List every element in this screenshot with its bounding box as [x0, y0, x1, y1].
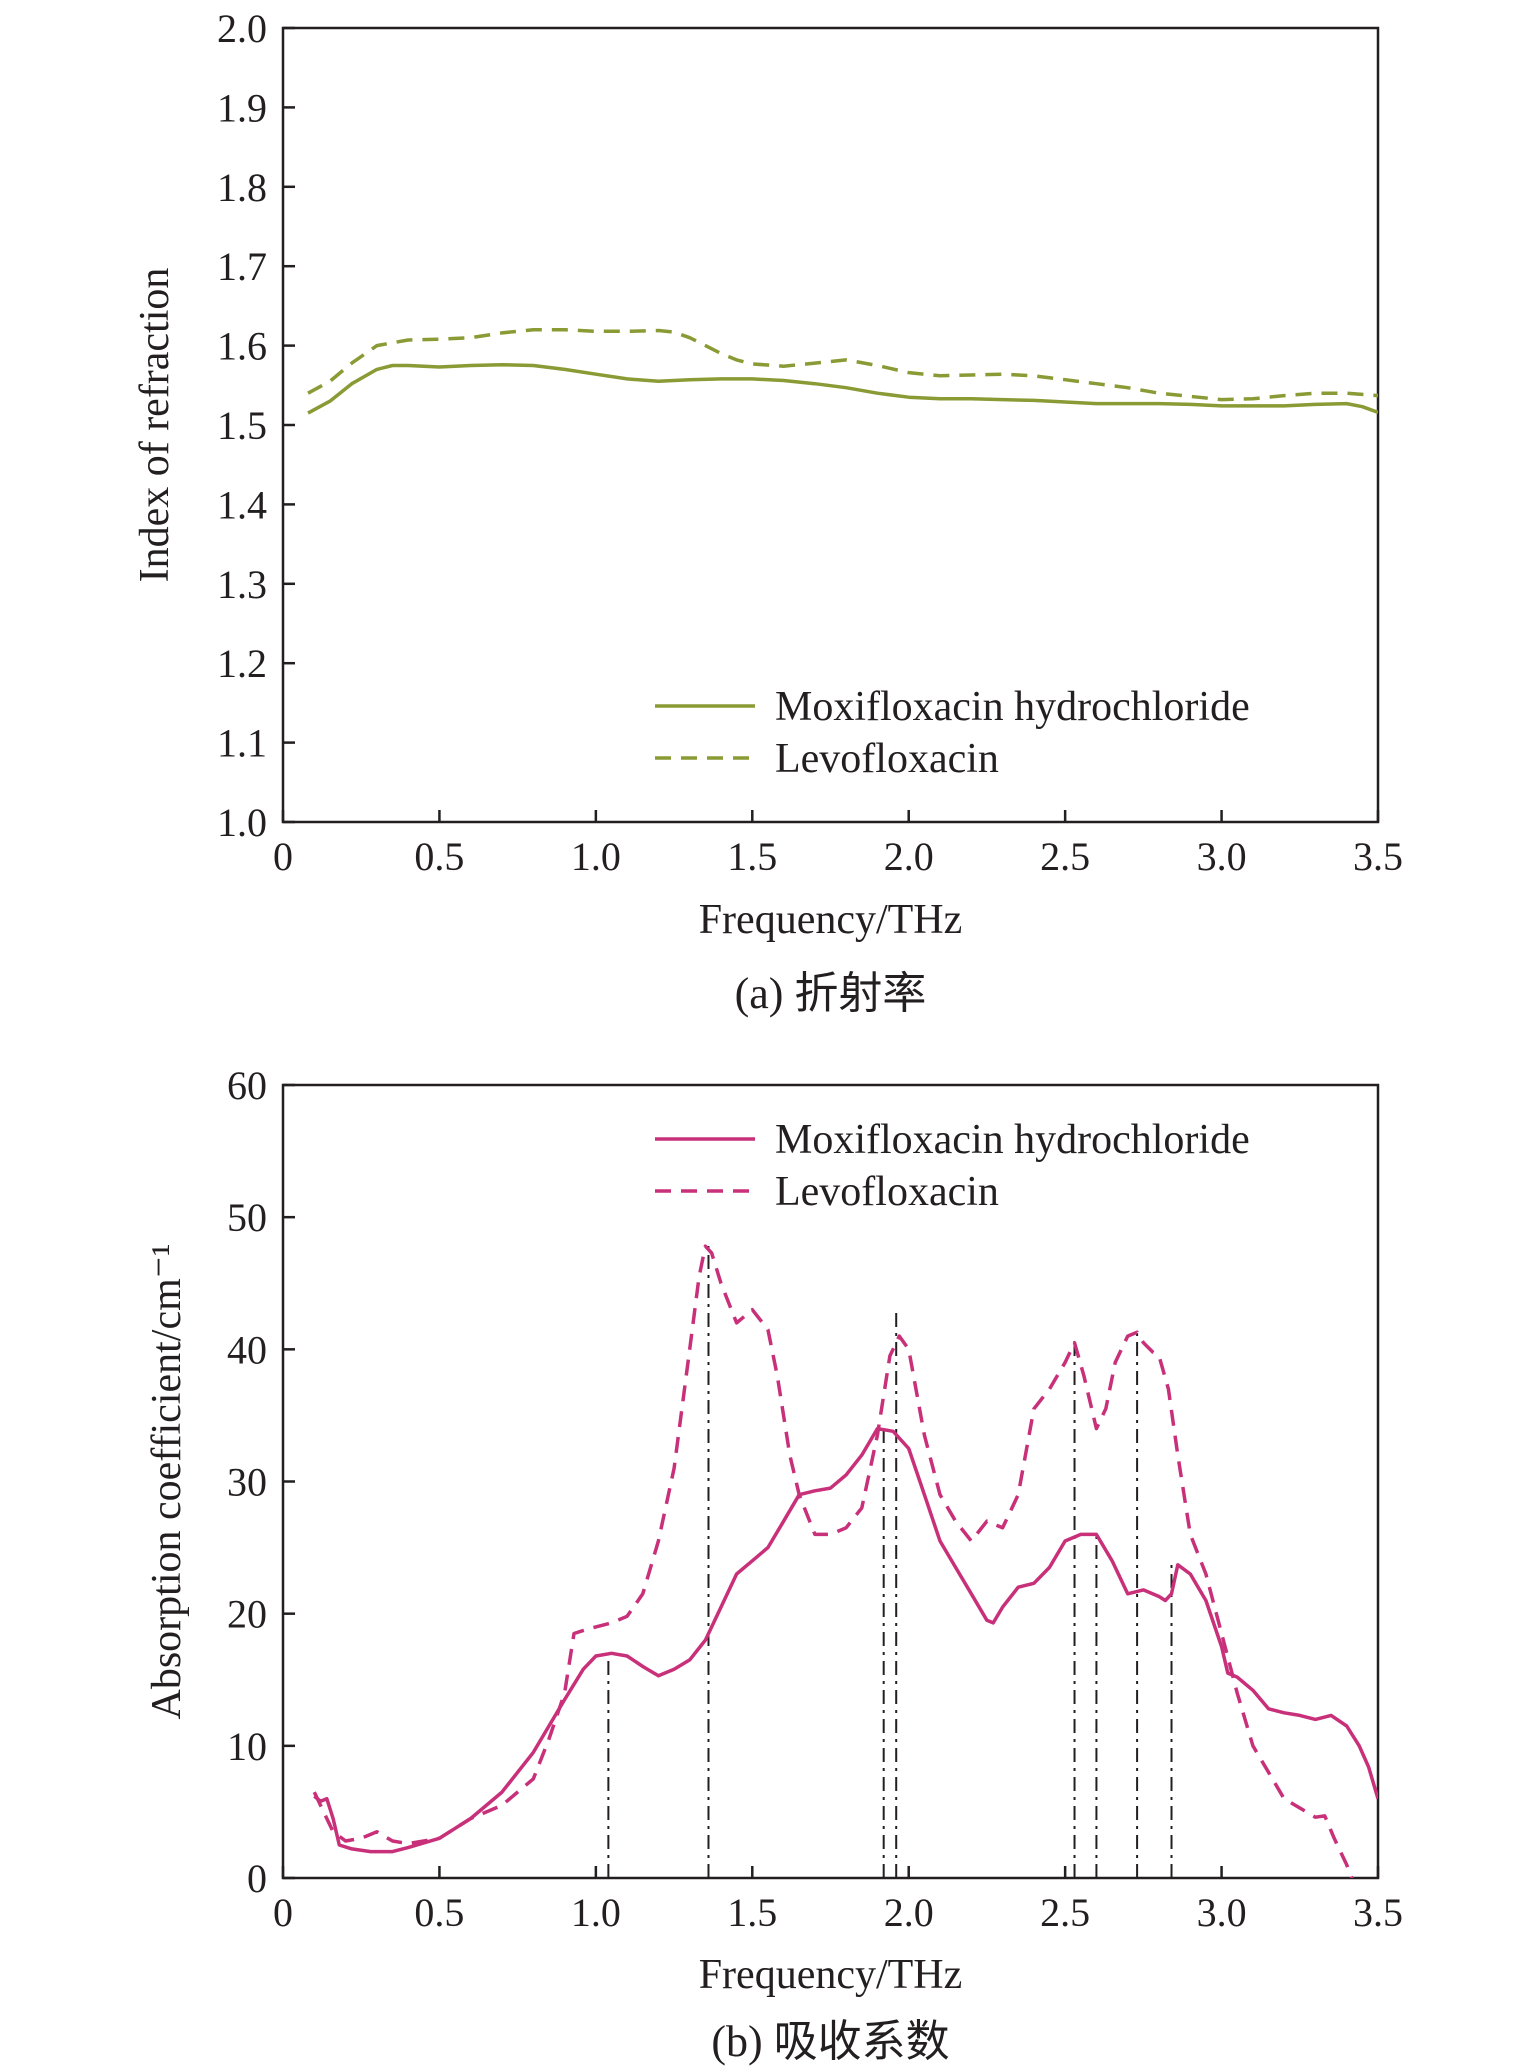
moxifloxacin-series-line — [313, 1426, 1378, 1854]
x-tick-label: 3.5 — [1353, 1890, 1403, 1935]
refraction-index-chart: 0 0.5 1.0 1.5 2.0 2.5 3.0 3.5 1.0 1.1 1.2 1.3 1.4 1.5… — [132, 6, 1403, 1018]
legend-label: Moxifloxacin hydrochloride — [775, 684, 1250, 730]
x-tick-label: 1.5 — [727, 834, 777, 879]
x-tick-label: 2.5 — [1040, 1890, 1090, 1935]
y-tick-label: 1.3 — [217, 562, 267, 607]
y-tick-label: 0 — [247, 1856, 267, 1901]
y-tick-label: 60 — [227, 1063, 267, 1108]
figure-caption: (b) 吸收系数 — [711, 2017, 949, 2066]
x-axis-title: Frequency/THz — [699, 1952, 963, 1998]
x-tick-label: 0 — [273, 1890, 293, 1935]
x-tick-label: 2.5 — [1040, 834, 1090, 879]
figure-caption: (a) 折射率 — [735, 969, 927, 1018]
x-tick-label: 0 — [273, 834, 293, 879]
x-tick-label: 0.5 — [414, 834, 464, 879]
x-tick-label: 1.0 — [571, 1890, 621, 1935]
levofloxacin-series-line — [312, 1244, 1354, 1878]
legend-label: Levofloxacin — [775, 1169, 999, 1215]
y-tick-label: 1.7 — [217, 244, 267, 289]
x-tick-label: 3.5 — [1353, 834, 1403, 879]
legend-label: Levofloxacin — [775, 736, 999, 782]
y-tick-label: 1.8 — [217, 165, 267, 210]
y-axis-title: Absorption coefficient/cm⁻¹ — [144, 1243, 190, 1719]
y-tick-label: 1.4 — [217, 482, 267, 527]
y-tick-label: 1.6 — [217, 324, 267, 369]
x-tick-label: 1.0 — [571, 834, 621, 879]
x-tick-label: 0.5 — [414, 1890, 464, 1935]
y-tick-label: 30 — [227, 1460, 267, 1505]
y-tick-label: 50 — [227, 1195, 267, 1240]
x-tick-label: 2.0 — [884, 1890, 934, 1935]
x-tick-label: 2.0 — [884, 834, 934, 879]
y-tick-label: 1.0 — [217, 800, 267, 845]
y-axis-title: Index of refraction — [132, 268, 178, 583]
x-tick-label: 3.0 — [1197, 1890, 1247, 1935]
x-tick-label: 3.0 — [1197, 834, 1247, 879]
absorption-coefficient-chart: 0 0.5 1.0 1.5 2.0 2.5 3.0 3.5 0 10 20 30 40 50 60 Frequ… — [144, 1063, 1403, 2066]
y-tick-label: 40 — [227, 1327, 267, 1372]
y-tick-label: 1.2 — [217, 641, 267, 686]
x-tick-label: 1.5 — [727, 1890, 777, 1935]
y-tick-label: 1.1 — [217, 721, 267, 766]
levofloxacin-series-line — [307, 327, 1378, 402]
x-axis-title: Frequency/THz — [699, 897, 963, 943]
y-tick-label: 1.5 — [217, 403, 267, 448]
y-tick-label: 1.9 — [217, 85, 267, 130]
legend-label: Moxifloxacin hydrochloride — [775, 1117, 1250, 1163]
y-tick-label: 10 — [227, 1724, 267, 1769]
moxifloxacin-series-line — [307, 362, 1378, 415]
y-tick-label: 2.0 — [217, 6, 267, 51]
y-tick-label: 20 — [227, 1592, 267, 1637]
